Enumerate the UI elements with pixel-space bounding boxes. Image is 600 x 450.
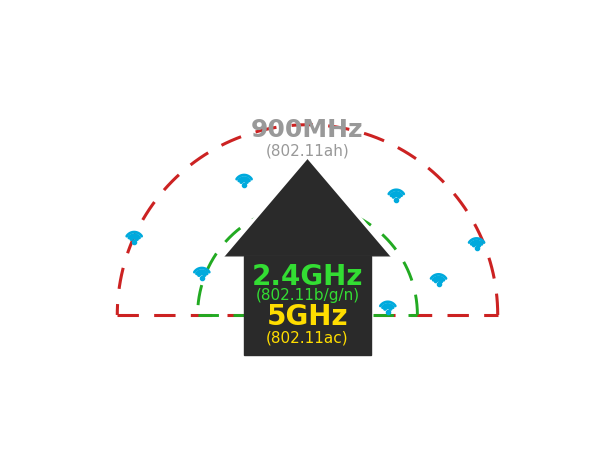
Text: 2.4GHz: 2.4GHz [252, 263, 363, 291]
Text: 900MHz: 900MHz [251, 117, 364, 142]
Text: 5GHz: 5GHz [266, 303, 349, 331]
Polygon shape [244, 256, 371, 355]
Text: (802.11ah): (802.11ah) [266, 144, 349, 159]
Text: (802.11ac): (802.11ac) [266, 331, 349, 346]
Text: (802.11b/g/n): (802.11b/g/n) [256, 288, 359, 303]
Polygon shape [223, 157, 392, 256]
